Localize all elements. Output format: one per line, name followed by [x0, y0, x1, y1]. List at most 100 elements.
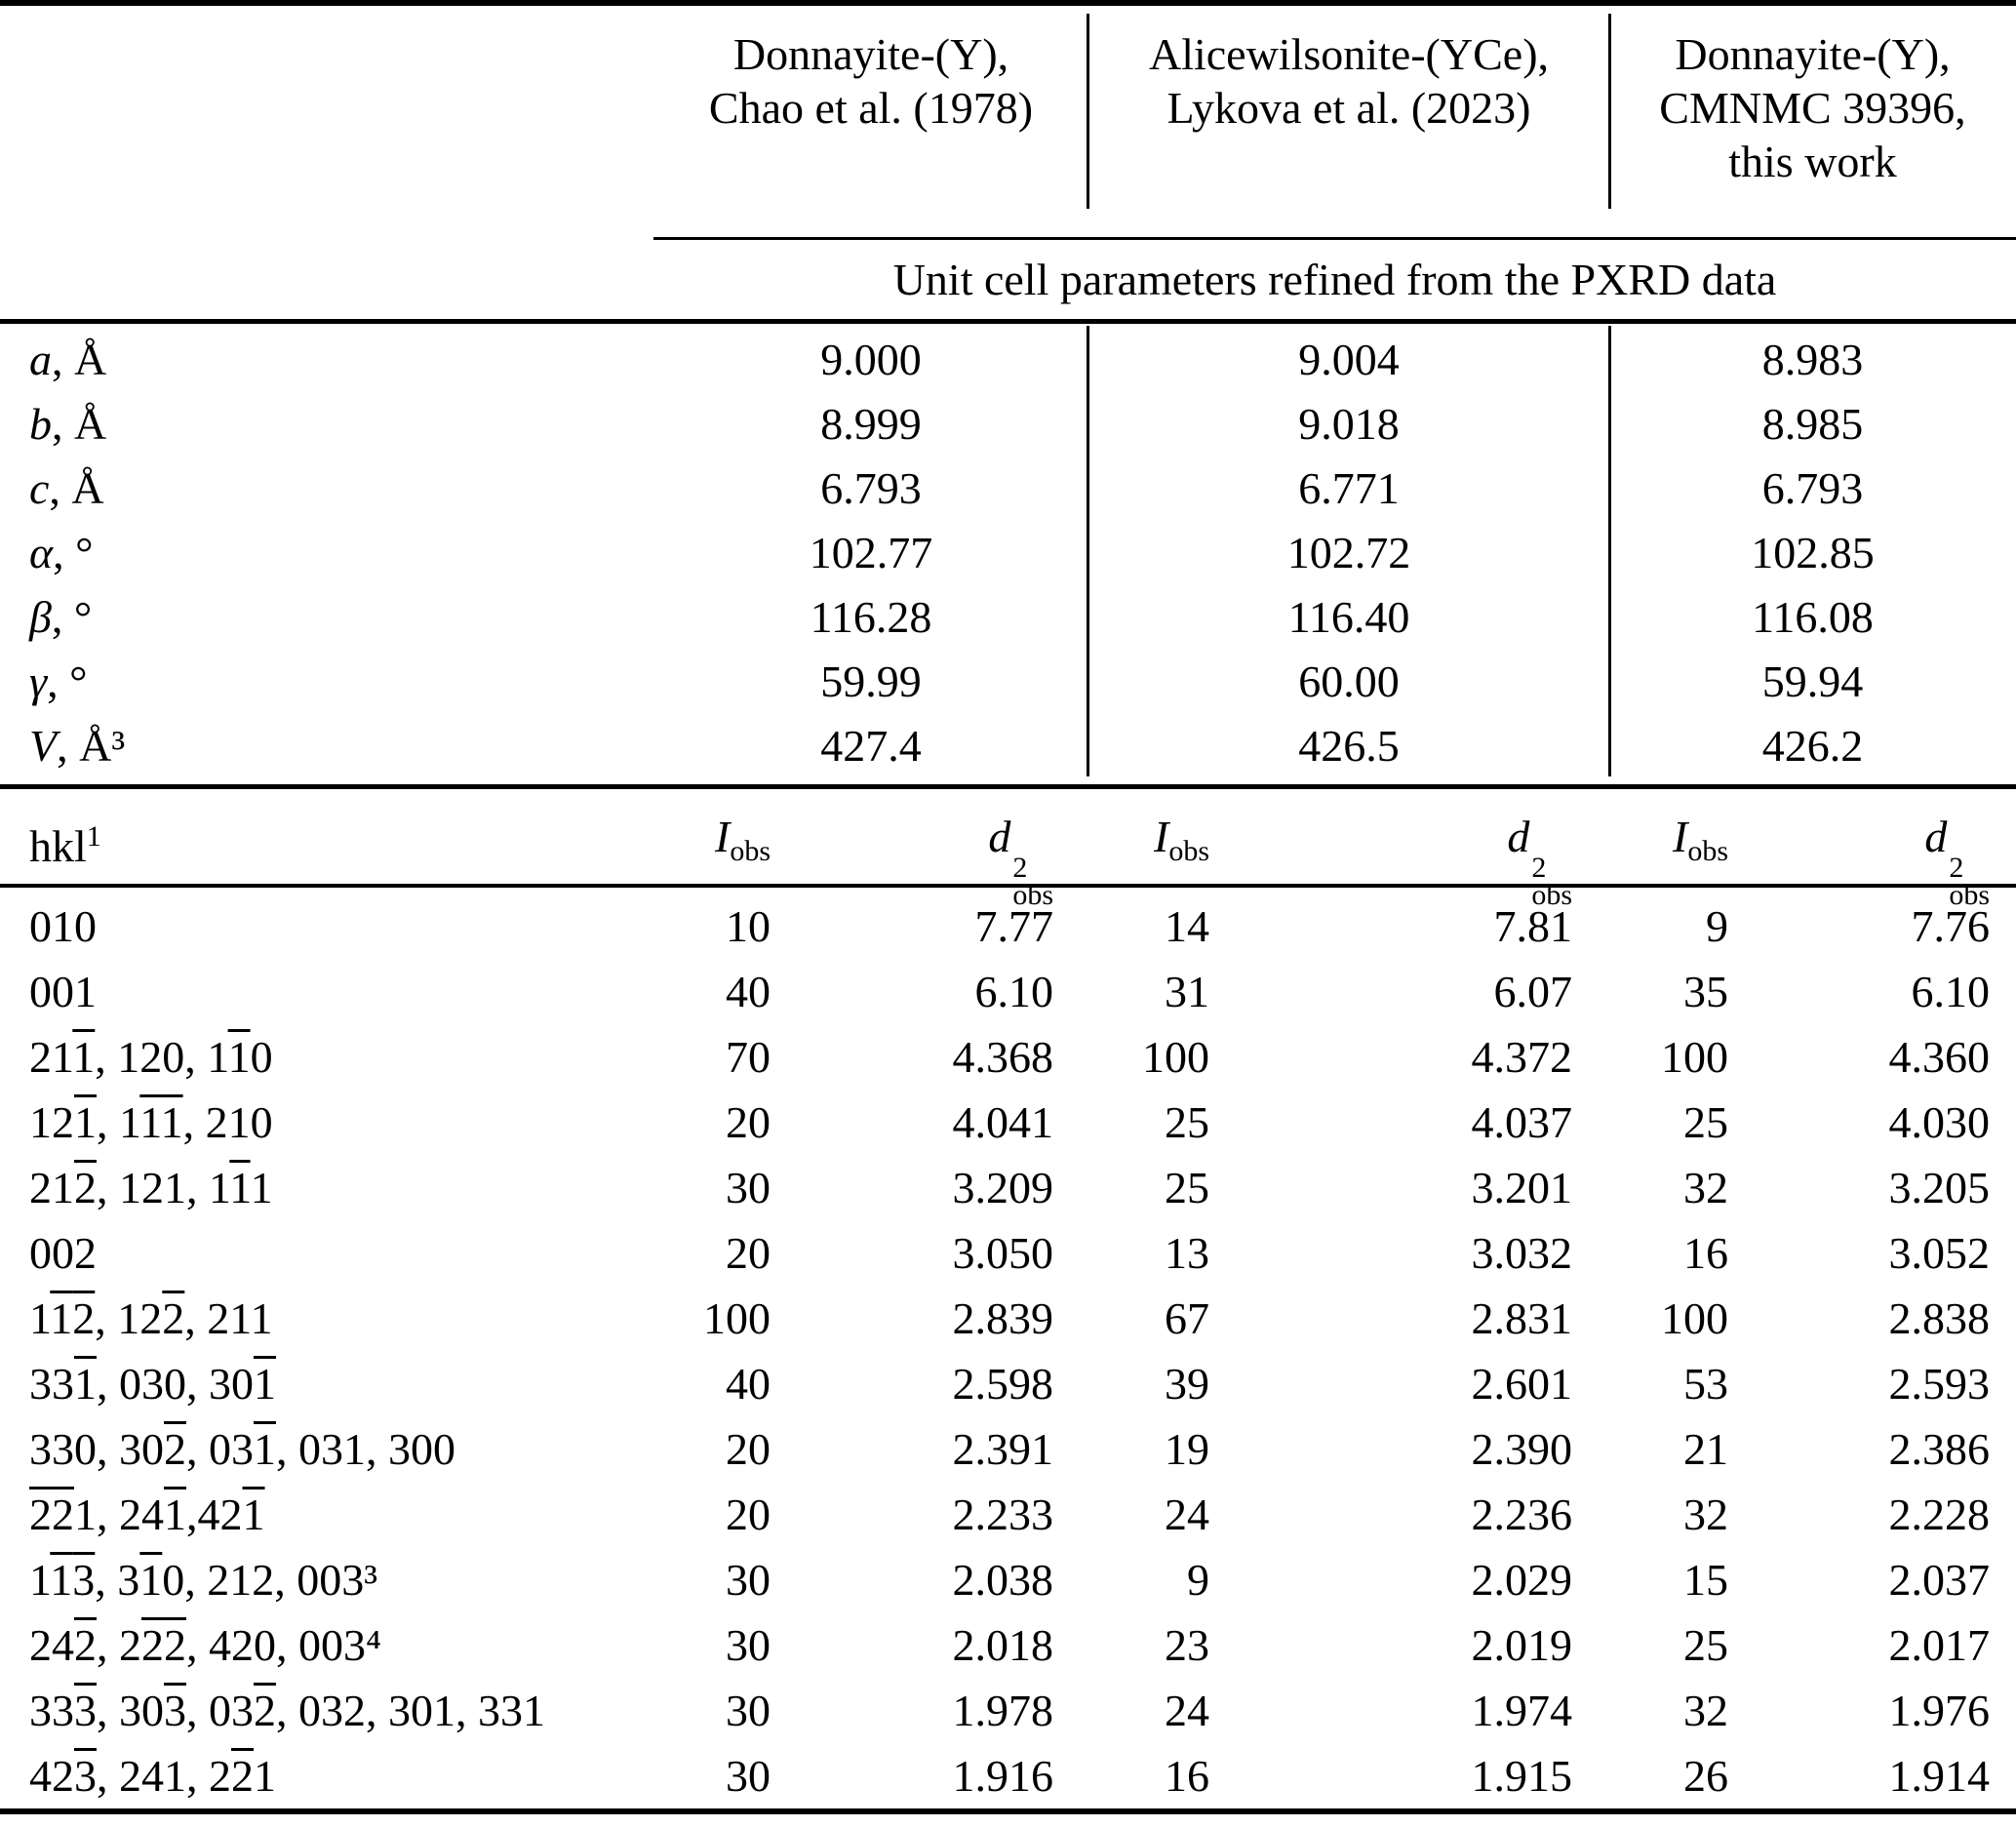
dobs-value: 2.037: [1888, 1555, 1991, 1605]
rule-above-pxrd-header: [0, 784, 2016, 789]
hkl-cell: 211, 120, 110: [29, 1032, 273, 1082]
hkl-cell: 221, 241,421: [29, 1489, 265, 1539]
dobs-value: 1.978: [952, 1686, 1054, 1735]
iobs-value: 20: [726, 1424, 771, 1474]
dobs-value: 7.81: [1493, 901, 1573, 951]
pxrd-row: 121, 111, 210 20 4.041 25 4.037 25 4.030: [0, 1090, 2016, 1155]
iobs-value: 25: [1165, 1097, 1209, 1147]
dobs-value: 4.037: [1471, 1097, 1573, 1147]
dobs-value: 3.050: [952, 1228, 1054, 1278]
param-value: 116.08: [1752, 592, 1874, 642]
col-header-alicewilsonite-2023: Alicewilsonite-(YCe), Lykova et al. (202…: [1088, 27, 1609, 237]
iobs-value: 32: [1683, 1489, 1728, 1539]
param-value: 9.000: [820, 335, 922, 384]
unit-cell-row: γ, ° 59.99 60.00 59.94: [0, 650, 2016, 714]
dobs-value: 3.052: [1888, 1228, 1991, 1278]
dobs-value: 1.915: [1471, 1751, 1573, 1801]
dobs-value: 2.038: [952, 1555, 1054, 1605]
column-divider: [1608, 14, 1611, 209]
unit-cell-row: b, Å 8.999 9.018 8.985: [0, 392, 2016, 457]
pxrd-row: 423, 241, 221 30 1.916 16 1.915 26 1.914: [0, 1743, 2016, 1808]
dobs-value: 1.916: [952, 1751, 1054, 1801]
param-value: 6.793: [1761, 463, 1864, 513]
iobs-value: 20: [726, 1228, 771, 1278]
hkl-cell: 212, 121, 111: [29, 1163, 273, 1212]
unit-cell-row: a, Å 9.000 9.004 8.983: [0, 328, 2016, 392]
param-value: 60.00: [1298, 656, 1400, 706]
iobs-value: 30: [726, 1751, 771, 1801]
dobs-value: 3.205: [1888, 1163, 1991, 1212]
dobs-value: 4.041: [952, 1097, 1054, 1147]
dobs-value: 6.10: [974, 967, 1054, 1016]
unit-cell-row: V, Å³ 427.4 426.5 426.2: [0, 714, 2016, 778]
col-header-line: Chao et al. (1978): [708, 83, 1034, 133]
dobs-value: 6.07: [1493, 967, 1573, 1016]
iobs-value: 30: [726, 1620, 771, 1670]
dobs-value: 2.601: [1471, 1359, 1573, 1409]
footnote-marker: 2: [1531, 852, 1547, 884]
dobs-value: 2.233: [952, 1489, 1054, 1539]
footnote-marker: 1: [86, 820, 101, 853]
param-value: 116.28: [810, 592, 932, 642]
pxrd-row: 010 10 7.77 14 7.81 9 7.76: [0, 894, 2016, 959]
iobs-value: 100: [703, 1293, 771, 1343]
param-label: V, Å³: [29, 721, 126, 771]
iobs-value: 35: [1683, 967, 1728, 1016]
iobs-value: 30: [726, 1163, 771, 1212]
iobs-value: 19: [1165, 1424, 1209, 1474]
iobs-value: 100: [1661, 1032, 1728, 1082]
column-divider: [1608, 326, 1611, 776]
pxrd-data-section: 010 10 7.77 14 7.81 9 7.76 001 40 6.10 3…: [0, 888, 2016, 1808]
dobs-value: 2.593: [1888, 1359, 1991, 1409]
iobs-value: 14: [1165, 901, 1209, 951]
pxrd-row: 212, 121, 111 30 3.209 25 3.201 32 3.205: [0, 1155, 2016, 1220]
iobs-value: 13: [1165, 1228, 1209, 1278]
rule-below-subheader: [0, 319, 2016, 324]
col-header-line: this work: [1728, 137, 1897, 186]
rule-bottom: [0, 1808, 2016, 1814]
column-headers-row: Donnayite-(Y), Chao et al. (1978) Alicew…: [0, 6, 2016, 237]
iobs-value: 25: [1683, 1097, 1728, 1147]
rule-below-pxrd-header: [0, 884, 2016, 888]
param-value: 6.793: [820, 463, 922, 513]
iobs-value: 10: [726, 901, 771, 951]
iobs-value: 25: [1683, 1620, 1728, 1670]
dobs-value: 2.598: [952, 1359, 1054, 1409]
iobs-value: 100: [1661, 1293, 1728, 1343]
col-header-line: Alicewilsonite-(YCe),: [1148, 29, 1550, 79]
hkl-cell: 002: [29, 1228, 97, 1278]
param-label: b, Å: [29, 399, 107, 449]
iobs-value: 23: [1165, 1620, 1209, 1670]
column-divider: [1087, 14, 1089, 209]
iobs-value: 100: [1142, 1032, 1209, 1082]
dobs-value: 2.018: [952, 1620, 1054, 1670]
dobs-value: 2.838: [1888, 1293, 1991, 1343]
col-header-line: Donnayite-(Y),: [732, 29, 1009, 79]
pxrd-row: 333, 303, 032, 032, 301, 331 30 1.978 24…: [0, 1678, 2016, 1743]
param-value: 426.5: [1298, 721, 1400, 771]
param-value: 102.77: [809, 528, 933, 577]
hkl-cell: 121, 111, 210: [29, 1097, 273, 1147]
param-value: 8.983: [1761, 335, 1864, 384]
iobs-value: 24: [1165, 1686, 1209, 1735]
unit-cell-row: β, ° 116.28 116.40 116.08: [0, 585, 2016, 650]
pxrd-row: 211, 120, 110 70 4.368 100 4.372 100 4.3…: [0, 1024, 2016, 1090]
iobs-value: 25: [1165, 1163, 1209, 1212]
iobs-value: 9: [1706, 901, 1728, 951]
hkl-cell: 010: [29, 901, 97, 951]
header-spacer-cell: [0, 27, 653, 237]
param-label: γ, °: [29, 656, 88, 706]
iobs-header: Iobs: [714, 812, 771, 867]
dobs-value: 1.976: [1888, 1686, 1991, 1735]
hkl-cell: 423, 241, 221: [29, 1751, 276, 1801]
hkl-cell: 330, 302, 031, 031, 300: [29, 1424, 455, 1474]
iobs-value: 32: [1683, 1686, 1728, 1735]
dobs-header: d 2 obs: [988, 812, 1053, 911]
col-header-line: CMNMC 39396,: [1659, 83, 1966, 133]
param-value: 102.72: [1286, 528, 1411, 577]
rule-top: [0, 0, 2016, 6]
col-header-donnayite-1978: Donnayite-(Y), Chao et al. (1978): [653, 27, 1088, 237]
hkl-cell: 242, 222, 420, 003⁴: [29, 1620, 382, 1670]
iobs-value: 70: [726, 1032, 771, 1082]
col-header-line: Donnayite-(Y),: [1675, 29, 1951, 79]
